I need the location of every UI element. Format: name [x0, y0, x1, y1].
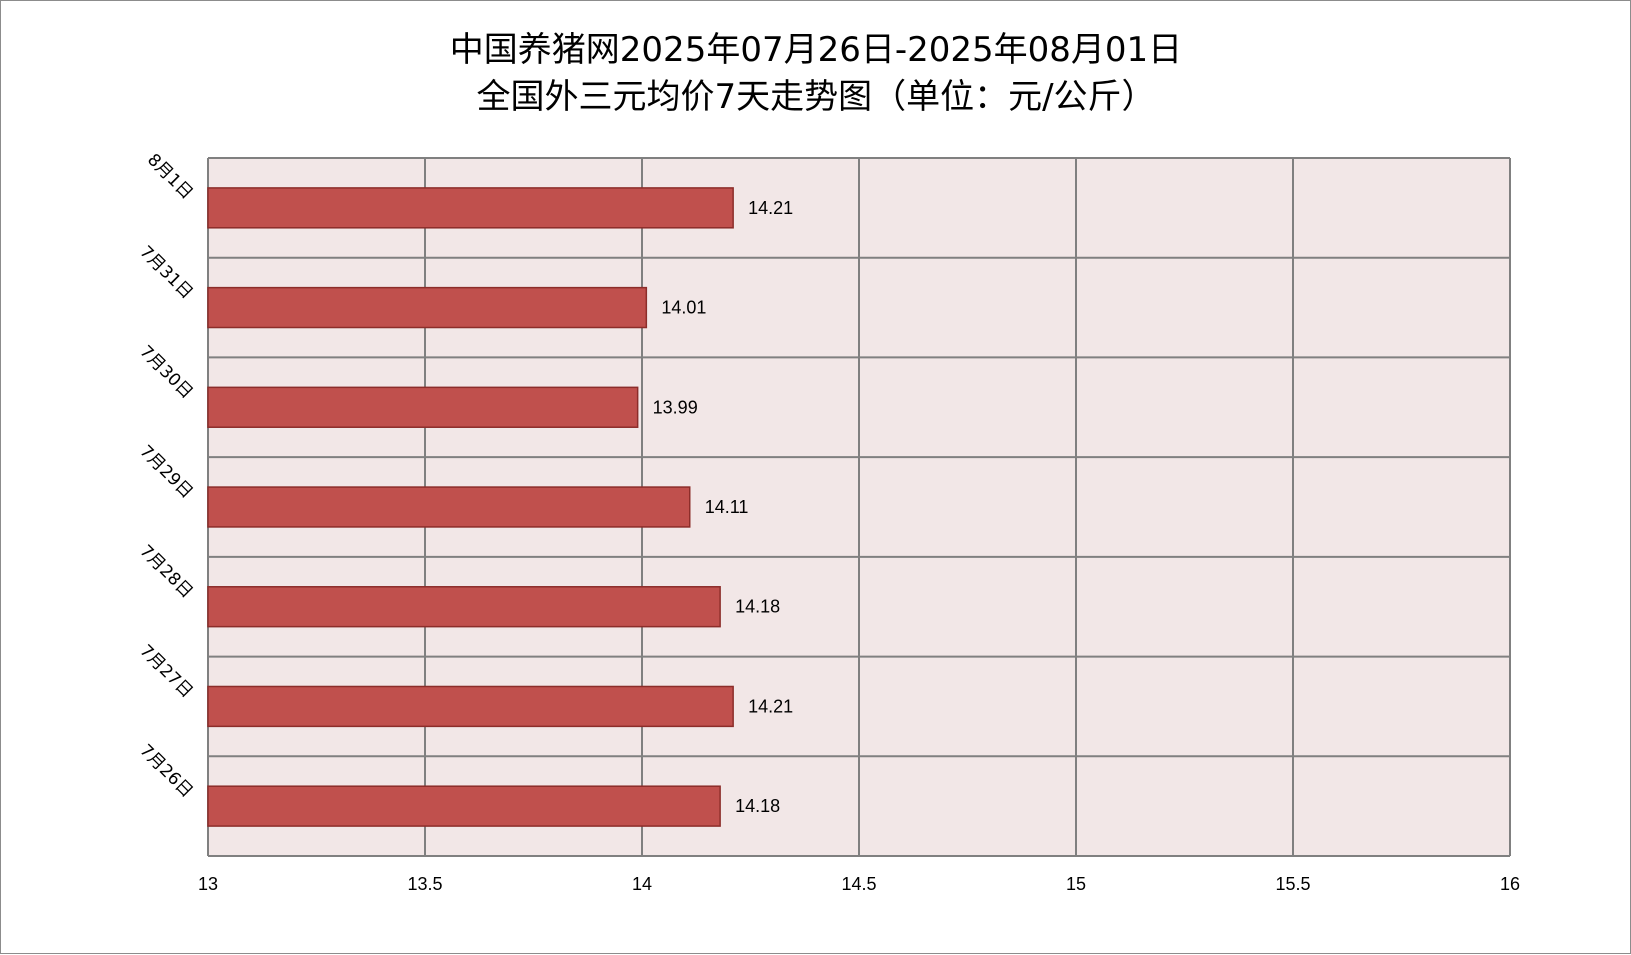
bar: [207, 685, 734, 728]
bar-value-label: 14.21: [748, 198, 793, 218]
x-tick-label: 14: [632, 874, 652, 894]
x-tick-label: 14.5: [841, 874, 876, 894]
chart-title: 中国养猪网2025年07月26日-2025年08月01日: [450, 30, 1182, 70]
y-category-label: 7月27日: [135, 641, 196, 702]
x-tick-label: 15: [1066, 874, 1086, 894]
x-tick-label: 16: [1500, 874, 1520, 894]
bar: [207, 486, 691, 528]
bar-value-label: 13.99: [653, 397, 698, 417]
bar-value-label: 14.11: [705, 497, 749, 517]
bar: [207, 785, 721, 827]
x-tick-label: 15.5: [1275, 874, 1310, 894]
grid-lines: [207, 157, 1511, 857]
bar-value-label: 14.18: [735, 796, 780, 816]
x-tick-label: 13: [198, 874, 218, 894]
bar: [207, 187, 734, 229]
data-labels: 14.21 14.01 13.99 14.11 14.18 14.21 14.18: [653, 198, 794, 816]
y-category-label: 7月26日: [135, 741, 196, 802]
y-category-label: 7月29日: [135, 442, 196, 503]
x-tick-label: 13.5: [407, 874, 442, 894]
bar-value-label: 14.18: [735, 597, 780, 617]
y-category-label: 8月1日: [143, 150, 196, 203]
y-axis-categories: 8月1日 7月31日 7月30日 7月29日 7月28日 7月27日 7月26日: [135, 150, 196, 802]
bar-value-label: 14.01: [661, 298, 706, 318]
y-category-label: 7月30日: [135, 342, 196, 403]
bar: [207, 286, 648, 329]
bar-value-label: 14.21: [748, 696, 793, 716]
y-category-label: 7月31日: [135, 242, 196, 303]
chart-subtitle: 全国外三元均价7天走势图（单位：元/公斤）: [476, 77, 1155, 117]
y-category-label: 7月28日: [135, 541, 196, 602]
x-axis-ticks: 13 13.5 14 14.5 15 15.5 16: [198, 874, 1520, 894]
bars: [207, 187, 734, 827]
bar: [207, 386, 639, 428]
bar: [207, 586, 721, 628]
